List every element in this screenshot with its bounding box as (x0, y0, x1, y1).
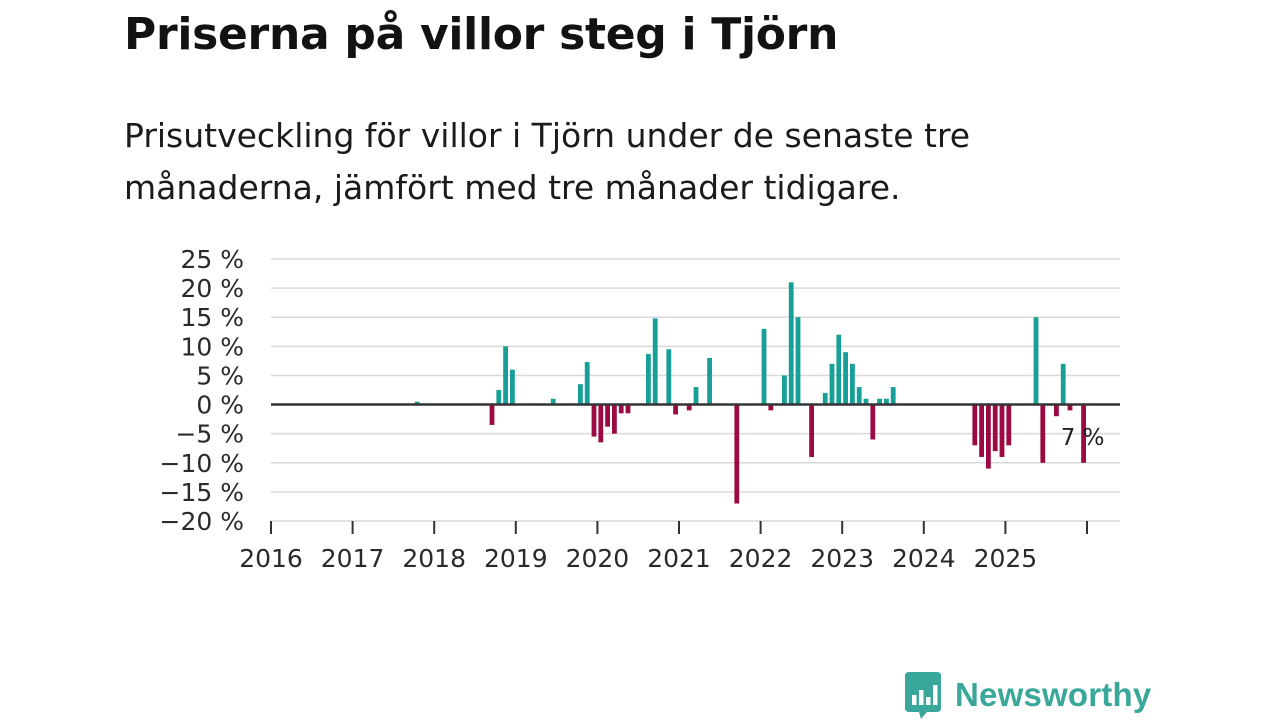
x-tick-label: 2017 (321, 544, 385, 573)
bar-chart-logo-icon (905, 672, 941, 719)
y-tick-label: −10 % (160, 449, 244, 478)
bar (829, 363, 835, 405)
bar (707, 357, 712, 405)
x-tick-label: 2024 (892, 544, 956, 573)
x-tick-label: 2019 (484, 544, 548, 573)
bar (1067, 404, 1073, 411)
bar (646, 353, 651, 405)
newsworthy-logo: Newsworthy (903, 670, 1151, 720)
page-title: Priserna på villor steg i Tjörn (124, 9, 839, 60)
bar (856, 387, 862, 405)
y-tick-label: −5 % (175, 420, 244, 449)
x-tick-label: 2020 (566, 544, 630, 573)
y-tick-label: −20 % (160, 507, 244, 536)
x-tick-label: 2025 (974, 544, 1038, 573)
bar (496, 390, 502, 405)
bar (795, 317, 801, 405)
subtitle: Prisutveckling för villor i Tjörn under … (124, 116, 971, 207)
bar (666, 349, 672, 405)
bar (1060, 363, 1066, 405)
bar (503, 346, 508, 405)
bar (1033, 317, 1039, 405)
bar (1054, 404, 1059, 417)
bar (605, 404, 610, 427)
bar (584, 362, 590, 405)
bar (1006, 404, 1012, 446)
bar (652, 318, 658, 405)
y-tick-label: 0 % (196, 391, 244, 420)
bar (843, 352, 848, 405)
bar (890, 387, 896, 405)
bar (822, 392, 828, 405)
bar (999, 404, 1005, 457)
bar (992, 404, 998, 452)
bar (693, 387, 699, 405)
bar (870, 404, 876, 440)
bar (591, 404, 597, 437)
gridlines (271, 258, 1120, 522)
bar (986, 404, 991, 469)
bars (414, 282, 1086, 504)
bar (836, 334, 842, 405)
y-tick-label: 15 % (180, 303, 244, 332)
bar (673, 404, 678, 415)
x-tick-label: 2023 (810, 544, 874, 573)
bar (972, 404, 978, 446)
x-tick-label: 2018 (402, 544, 466, 573)
bar (877, 398, 882, 405)
bar (863, 398, 869, 405)
bar (782, 375, 787, 405)
bar (809, 404, 814, 457)
bar (414, 401, 420, 405)
y-tick-label: 10 % (180, 332, 244, 361)
latest-value-label: 7 % (1061, 425, 1105, 451)
y-tick-label: 20 % (180, 274, 244, 303)
bar (768, 404, 774, 411)
bar (884, 398, 889, 405)
bar (686, 404, 692, 411)
bar (510, 369, 515, 405)
bar (788, 282, 794, 405)
bar (598, 404, 604, 443)
bar (850, 363, 855, 405)
brand-name: Newsworthy (955, 676, 1152, 713)
bar (489, 404, 495, 425)
bar (625, 404, 631, 414)
bar (761, 328, 767, 405)
axes: 25 %20 %15 %10 %5 %0 %−5 %−10 %−15 %−20 … (160, 245, 1120, 573)
bar (1081, 404, 1086, 463)
y-tick-label: 5 % (196, 361, 244, 390)
bar (734, 404, 740, 504)
bar (550, 398, 556, 405)
bar (979, 404, 984, 457)
bar (612, 404, 617, 434)
x-tick-label: 2021 (647, 544, 711, 573)
y-tick-label: −15 % (160, 478, 244, 507)
bar (618, 404, 624, 414)
x-tick-label: 2022 (729, 544, 793, 573)
bar (578, 384, 583, 405)
x-tick-label: 2016 (239, 544, 303, 573)
y-tick-label: 25 % (180, 245, 244, 274)
bar (1040, 404, 1046, 463)
